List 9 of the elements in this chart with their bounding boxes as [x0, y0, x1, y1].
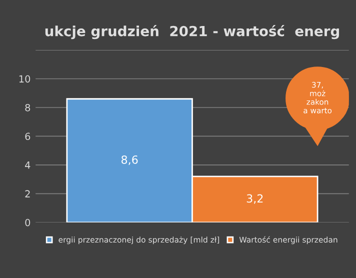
- y-tick-label: 10: [19, 75, 30, 83]
- data-label: 8,6: [122, 155, 138, 165]
- data-label: 3,2: [246, 194, 263, 204]
- y-tick-label: 0: [25, 218, 30, 226]
- chart-title: ukcje grudzień 2021 - wartość energ: [45, 25, 339, 40]
- y-tick-label: 6: [25, 132, 30, 140]
- y-tick-label: 8: [25, 104, 30, 112]
- y-tick-label: 4: [25, 162, 30, 169]
- y-tick-label: 2: [25, 190, 30, 198]
